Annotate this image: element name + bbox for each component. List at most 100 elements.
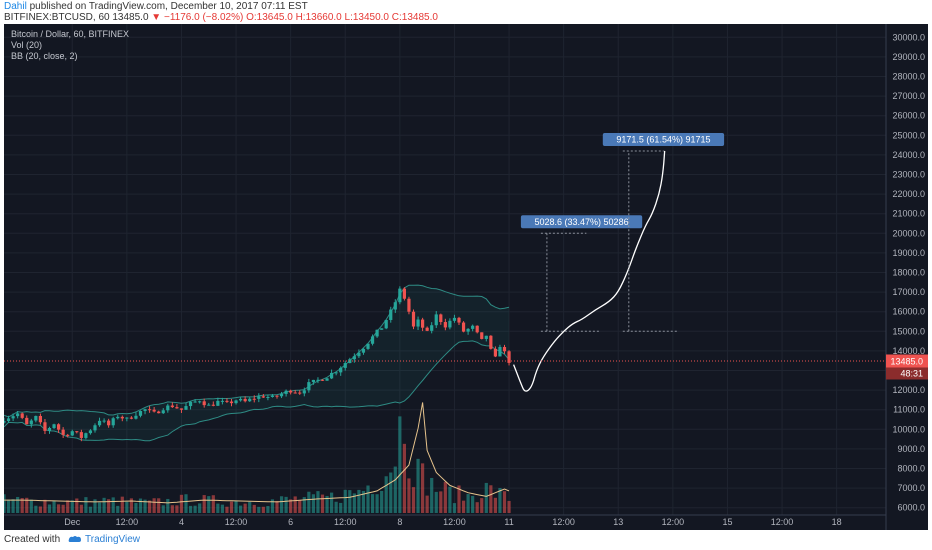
volume-bar <box>457 485 461 513</box>
volume-bar <box>471 495 475 513</box>
volume-bar <box>6 499 11 513</box>
volume-bar <box>61 504 65 513</box>
last-price-tag <box>886 354 928 368</box>
candle <box>6 418 11 422</box>
candle <box>443 322 447 328</box>
volume-bar <box>302 497 306 513</box>
candle <box>207 404 211 406</box>
x-tick-label: 11 <box>504 517 513 527</box>
volume-bar <box>234 500 238 513</box>
volume-bar <box>352 493 356 513</box>
y-tick-label: 15000.0 <box>892 326 925 336</box>
candle <box>43 422 47 431</box>
y-tick-label: 25000.0 <box>892 130 925 140</box>
volume-bar <box>421 463 425 513</box>
candle <box>234 400 238 404</box>
y-tick-label: 19000.0 <box>892 248 925 258</box>
candle <box>471 325 475 329</box>
candle <box>107 420 111 426</box>
candle <box>475 325 479 333</box>
author-link[interactable]: Dahil <box>4 1 27 12</box>
volume-bar <box>125 501 129 513</box>
volume-bar <box>198 503 202 513</box>
volume-bar <box>84 497 88 513</box>
volume-bar <box>16 496 20 513</box>
candle <box>430 325 434 331</box>
volume-bar <box>166 498 170 513</box>
volume-bar <box>411 487 416 513</box>
volume-bar <box>339 502 343 513</box>
volume-bar <box>216 503 220 513</box>
countdown-tag <box>886 367 928 380</box>
y-tick-label: 24000.0 <box>892 150 925 160</box>
volume-bar <box>52 500 56 513</box>
y-tick-label: 10000.0 <box>892 424 925 434</box>
volume-bar <box>57 504 61 513</box>
y-tick-label: 18000.0 <box>892 268 925 278</box>
y-tick-label: 30000.0 <box>892 32 925 42</box>
volume-bar <box>334 501 338 513</box>
y-tick-label: 22000.0 <box>892 189 925 199</box>
candle <box>193 401 197 403</box>
candle <box>138 410 143 416</box>
volume-bar <box>66 500 70 513</box>
candle <box>284 390 288 394</box>
candle <box>457 317 461 323</box>
x-tick-label: 12:00 <box>116 517 139 527</box>
x-tick-label: 12:00 <box>552 517 575 527</box>
volume-bar <box>466 494 470 513</box>
candle <box>184 406 188 410</box>
y-tick-label: 12000.0 <box>892 385 925 395</box>
y-tick-label: 27000.0 <box>892 91 925 101</box>
volume-bar <box>370 494 375 513</box>
volume-bar <box>225 506 229 513</box>
x-tick-label: Dec <box>64 517 81 527</box>
tradingview-logo[interactable]: TradingView <box>68 534 140 545</box>
symbol-line: BITFINEX:BTCUSD, 60 13485.0 ▼ −1176.0 (−… <box>4 12 438 23</box>
volume-bar <box>348 490 352 513</box>
price-chart[interactable]: 5028.6 (33.47%) 50286 9171.5 (61.54%) 917… <box>4 24 928 530</box>
volume-bar <box>38 506 42 513</box>
volume-bar <box>325 495 329 513</box>
y-tick-label: 7000.0 <box>897 483 925 493</box>
volume-ma-line <box>4 402 510 504</box>
volume-bar <box>266 506 270 513</box>
volume-bar <box>298 500 302 513</box>
volume-bar <box>475 502 479 513</box>
y-tick-label: 28000.0 <box>892 72 925 82</box>
y-tick-label: 8000.0 <box>897 464 925 474</box>
candle <box>175 407 179 409</box>
candle <box>489 335 493 349</box>
candle <box>166 405 170 411</box>
candle <box>384 319 388 329</box>
volume-bar <box>129 498 133 513</box>
volume-bar <box>138 498 143 513</box>
volume-bar <box>111 497 115 513</box>
measure-label: 9171.5 (61.54%) 91715 <box>616 134 710 144</box>
y-tick-label: 16000.0 <box>892 307 925 317</box>
candle <box>421 319 425 328</box>
candle <box>52 424 56 428</box>
candle <box>170 405 174 408</box>
footer: Created with TradingView <box>0 530 932 550</box>
candle <box>220 400 224 402</box>
volume-bar <box>175 505 179 513</box>
candle <box>229 401 234 404</box>
candle <box>225 400 229 402</box>
x-tick-label: 13 <box>613 517 623 527</box>
volume-bar <box>102 497 106 513</box>
measure-label-box[interactable] <box>602 132 725 146</box>
volume-bar <box>448 486 452 513</box>
volume-bar <box>502 491 507 513</box>
volume-bar <box>239 505 243 513</box>
x-tick-label: 12:00 <box>443 517 466 527</box>
candle <box>439 314 443 323</box>
measure-label-box[interactable] <box>520 215 643 229</box>
volume-bar <box>116 505 120 513</box>
forecast-path[interactable] <box>512 150 666 392</box>
x-tick-label: 4 <box>179 517 184 527</box>
volume-bar <box>75 498 79 513</box>
volume-bar <box>416 458 420 513</box>
candle <box>16 413 20 417</box>
candle <box>47 427 52 431</box>
